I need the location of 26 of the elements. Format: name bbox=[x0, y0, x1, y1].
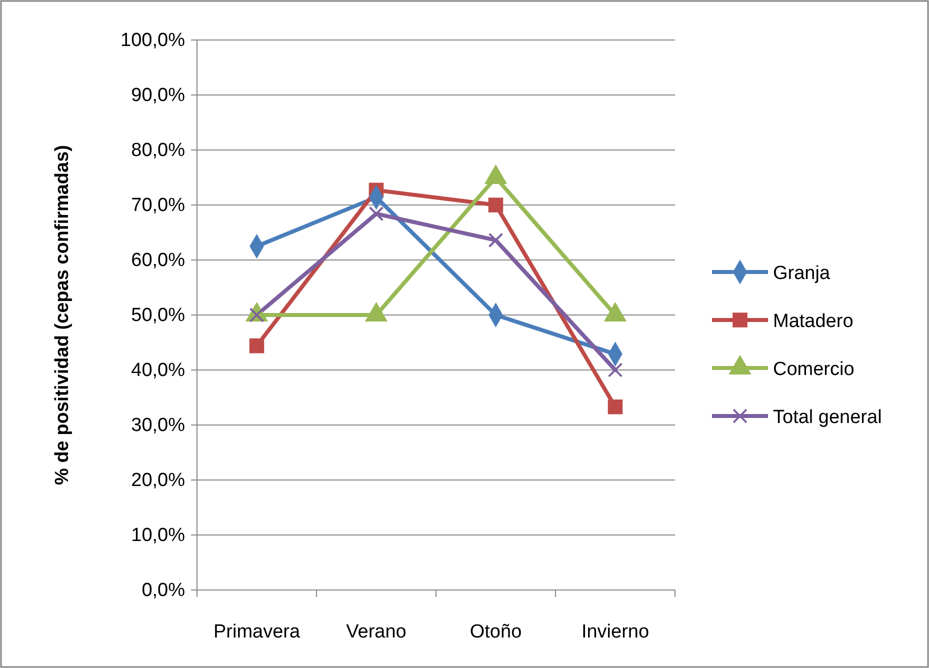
legend-label: Granja bbox=[773, 263, 830, 284]
point bbox=[608, 399, 623, 414]
x-tick-label: Verano bbox=[346, 621, 406, 642]
y-axis-title: % de positividad (cepas confirmadas) bbox=[52, 145, 73, 485]
y-tick-label: 80,0% bbox=[131, 140, 186, 162]
point bbox=[249, 338, 264, 354]
x-tick-label: Primavera bbox=[213, 621, 300, 642]
y-tick-label: 100,0% bbox=[120, 30, 186, 52]
legend-label: Total general bbox=[773, 407, 882, 428]
y-tick-label: 40,0% bbox=[131, 360, 186, 382]
y-tick-label: 0,0% bbox=[142, 580, 186, 602]
y-tick-label: 70,0% bbox=[131, 195, 186, 216]
point bbox=[608, 362, 623, 378]
x-tick-label: Otoño bbox=[470, 621, 522, 642]
y-tick-label: 50,0% bbox=[131, 305, 186, 326]
y-tick-label: 10,0% bbox=[131, 525, 186, 546]
y-tick-label: 30,0% bbox=[131, 415, 186, 436]
y-tick-label: 90,0% bbox=[131, 85, 186, 106]
y-tick-label: 20,0% bbox=[131, 470, 186, 492]
point bbox=[368, 206, 384, 222]
point bbox=[488, 232, 504, 248]
x-tick-label: Invierno bbox=[581, 621, 650, 642]
legend-label: Matadero bbox=[773, 311, 854, 332]
point bbox=[488, 198, 504, 212]
y-tick-label: 60,0% bbox=[131, 250, 186, 272]
legend-label: Comercio bbox=[773, 359, 854, 380]
